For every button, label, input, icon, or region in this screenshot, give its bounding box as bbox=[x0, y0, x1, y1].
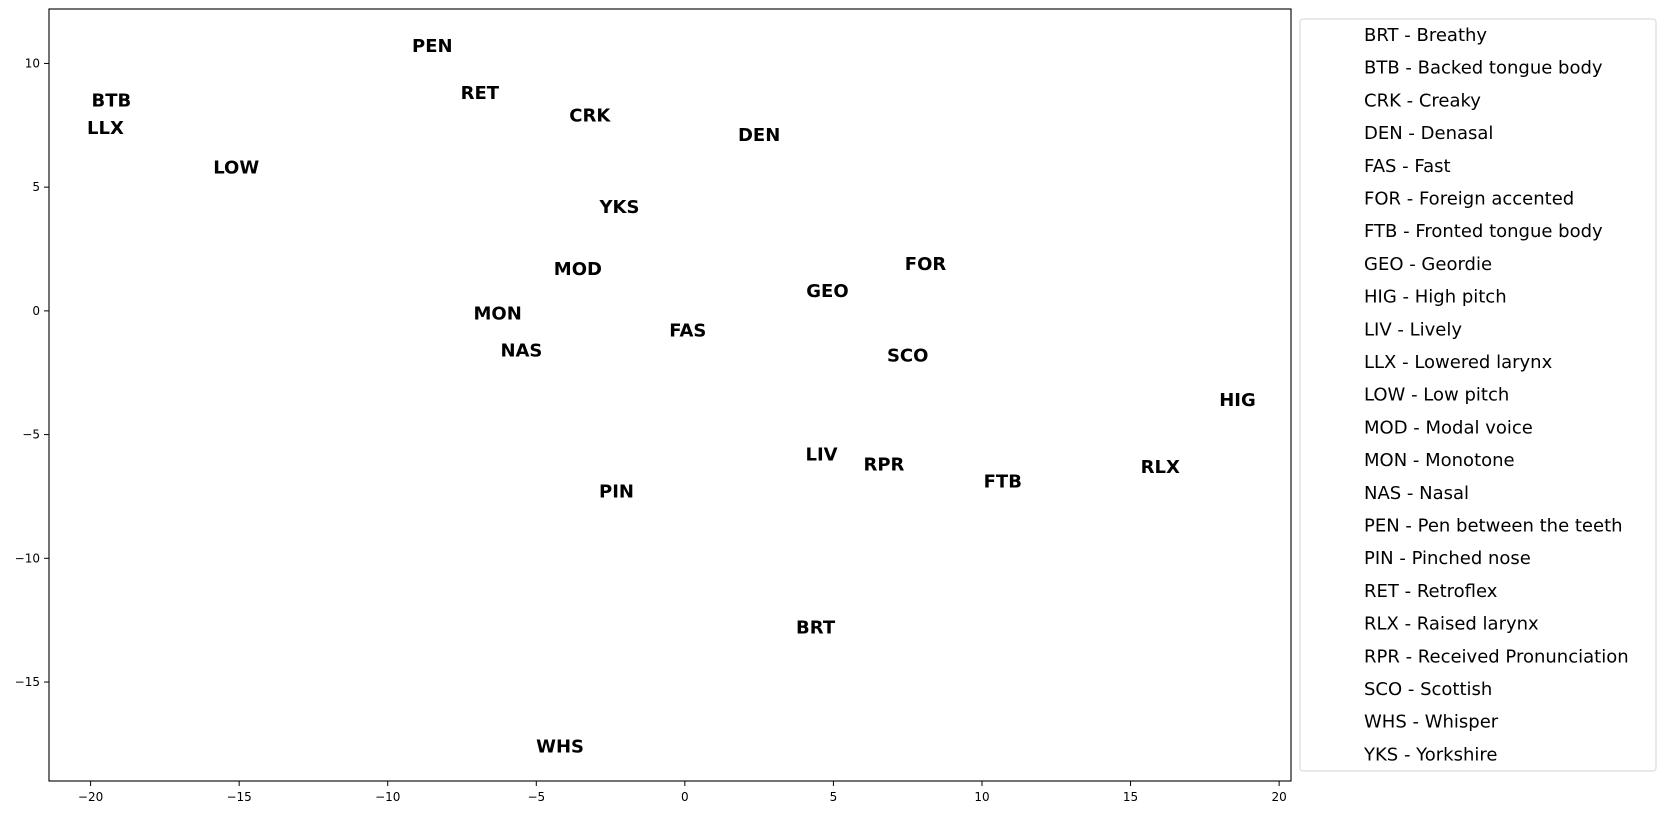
point-label-whs: WHS bbox=[536, 736, 584, 757]
x-tick-label: 10 bbox=[974, 790, 989, 804]
legend-entry: MOD - Modal voice bbox=[1364, 417, 1533, 438]
legend-entry: DEN - Denasal bbox=[1364, 123, 1493, 144]
point-label-den: DEN bbox=[738, 125, 780, 146]
legend-entry: FTB - Fronted tongue body bbox=[1364, 221, 1603, 242]
point-label-llx: LLX bbox=[87, 118, 124, 139]
legend-entry: FOR - Foreign accented bbox=[1364, 189, 1574, 210]
point-label-rlx: RLX bbox=[1141, 457, 1180, 478]
legend-box bbox=[1299, 18, 1657, 772]
point-label-fas: FAS bbox=[669, 321, 706, 342]
legend-entry: LOW - Low pitch bbox=[1364, 385, 1509, 406]
legend-entry: RET - Retroflex bbox=[1364, 581, 1498, 602]
point-label-pen: PEN bbox=[412, 36, 453, 57]
legend-entry: FAS - Fast bbox=[1364, 156, 1451, 177]
point-label-ret: RET bbox=[461, 83, 500, 104]
legend-entry: SCO - Scottish bbox=[1364, 679, 1492, 700]
point-label-nas: NAS bbox=[500, 340, 542, 361]
x-tick-label: 0 bbox=[681, 790, 689, 804]
point-label-low: LOW bbox=[213, 157, 259, 178]
legend-entry: CRK - Creaky bbox=[1364, 90, 1481, 111]
point-label-brt: BRT bbox=[796, 618, 836, 639]
legend-entry: PEN - Pen between the teeth bbox=[1364, 516, 1623, 537]
point-label-hig: HIG bbox=[1219, 390, 1256, 411]
point-label-crk: CRK bbox=[569, 105, 611, 126]
y-tick-label: −5 bbox=[22, 428, 40, 442]
point-label-liv: LIV bbox=[805, 444, 837, 465]
legend-entry: HIG - High pitch bbox=[1364, 287, 1507, 308]
y-tick-label: −10 bbox=[15, 551, 40, 565]
point-label-mon: MON bbox=[474, 303, 522, 324]
point-label-sco: SCO bbox=[887, 345, 928, 366]
point-label-rpr: RPR bbox=[863, 454, 904, 475]
y-tick-label: 5 bbox=[32, 180, 40, 194]
point-label-btb: BTB bbox=[92, 91, 132, 112]
x-tick-label: 5 bbox=[830, 790, 838, 804]
y-tick-label: 0 bbox=[32, 304, 40, 318]
point-label-ftb: FTB bbox=[984, 472, 1022, 493]
point-labels: PEN RET BTB LLX CRK DEN LOW YKS MOD FOR GEO MON FAS N… bbox=[87, 36, 1256, 757]
y-tick-label: 10 bbox=[25, 56, 40, 70]
x-tick-label: −15 bbox=[226, 790, 251, 804]
plot-area-frame bbox=[48, 8, 1292, 782]
legend-entry: LIV - Lively bbox=[1364, 319, 1462, 340]
y-axis: 10 5 0 −5 −10 −15 bbox=[15, 56, 49, 689]
legend-entry: BTB - Backed tongue body bbox=[1364, 58, 1603, 79]
x-axis: −20 −15 −10 −5 0 5 10 15 20 bbox=[78, 781, 1287, 804]
point-label-for: FOR bbox=[905, 254, 947, 275]
point-label-yks: YKS bbox=[599, 197, 640, 218]
x-tick-label: −20 bbox=[78, 790, 103, 804]
x-tick-label: −5 bbox=[527, 790, 545, 804]
legend-items: BRT - Breathy BTB - Backed tongue body CRK… bbox=[1363, 25, 1629, 765]
legend-entry: MON - Monotone bbox=[1364, 450, 1515, 471]
legend-entry: NAS - Nasal bbox=[1364, 483, 1469, 504]
legend-entry: LLX - Lowered larynx bbox=[1364, 352, 1553, 373]
x-tick-label: −10 bbox=[375, 790, 400, 804]
legend-entry: WHS - Whisper bbox=[1364, 712, 1499, 733]
legend-entry: RPR - Received Pronunciation bbox=[1364, 646, 1629, 667]
y-tick-label: −15 bbox=[15, 675, 40, 689]
legend-entry: PIN - Pinched nose bbox=[1364, 548, 1531, 569]
point-label-geo: GEO bbox=[806, 281, 848, 302]
legend-entry: YKS - Yorkshire bbox=[1363, 744, 1497, 765]
legend-entry: RLX - Raised larynx bbox=[1364, 614, 1539, 635]
x-tick-label: 20 bbox=[1271, 790, 1286, 804]
legend: BRT - Breathy BTB - Backed tongue body CRK… bbox=[1299, 18, 1657, 772]
point-label-pin: PIN bbox=[599, 482, 634, 503]
legend-entry: GEO - Geordie bbox=[1364, 254, 1492, 275]
x-tick-label: 15 bbox=[1123, 790, 1138, 804]
legend-entry: BRT - Breathy bbox=[1364, 25, 1487, 46]
point-label-mod: MOD bbox=[554, 259, 602, 280]
